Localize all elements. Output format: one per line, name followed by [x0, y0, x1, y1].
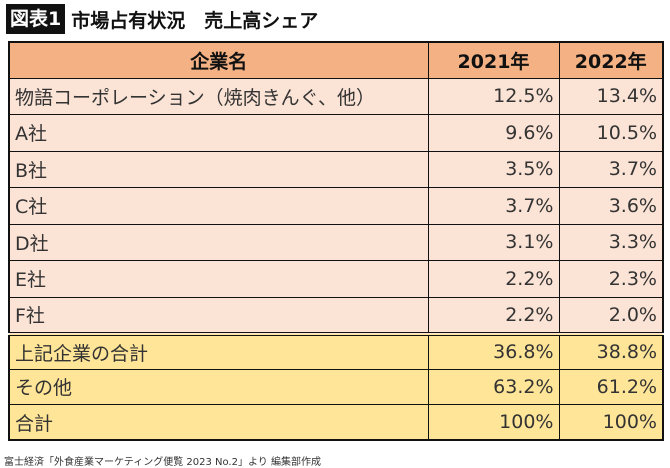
- figure-badge: 図表1: [6, 4, 66, 34]
- share-2021-cell: 2.2%: [427, 296, 560, 334]
- share-2022-cell: 2.0%: [558, 296, 664, 334]
- share-2021-cell: 9.6%: [427, 114, 560, 152]
- figure-title: 図表1 市場占有状況 売上高シェア: [6, 4, 318, 34]
- company-name-cell: その他: [8, 368, 429, 405]
- share-2021-cell: 3.5%: [427, 150, 560, 188]
- share-2021-cell: 3.7%: [427, 187, 560, 225]
- table-row: B社 3.5% 3.7%: [8, 150, 664, 188]
- header-2021: 2021年: [427, 41, 560, 79]
- table-row: 物語コーポレーション（焼肉きんぐ、他） 12.5% 13.4%: [8, 77, 664, 115]
- company-name-cell: E社: [8, 260, 429, 298]
- table-row: F社 2.2% 2.0%: [8, 296, 664, 334]
- market-share-table: 企業名 2021年 2022年 物語コーポレーション（焼肉きんぐ、他） 12.5%…: [8, 41, 664, 441]
- share-2021-cell: 3.1%: [427, 223, 560, 261]
- company-name-cell: D社: [8, 223, 429, 261]
- company-name-cell: F社: [8, 296, 429, 334]
- source-note: 富士経済「外食産業マーケティング便覧 2023 No.2」より 編集部作成: [4, 457, 321, 468]
- share-2021-cell: 12.5%: [427, 77, 560, 115]
- share-2021-cell: 36.8%: [427, 331, 560, 370]
- share-2022-cell: 2.3%: [558, 260, 664, 298]
- company-name-cell: 物語コーポレーション（焼肉きんぐ、他）: [8, 77, 429, 115]
- table-header-row: 企業名 2021年 2022年: [8, 41, 664, 79]
- header-company: 企業名: [8, 41, 429, 79]
- table-row: C社 3.7% 3.6%: [8, 187, 664, 225]
- share-2022-cell: 61.2%: [558, 368, 664, 405]
- share-2022-cell: 3.3%: [558, 223, 664, 261]
- header-2022: 2022年: [558, 41, 664, 79]
- company-name-cell: 合計: [8, 404, 429, 441]
- table-row: D社 3.1% 3.3%: [8, 223, 664, 261]
- share-2022-cell: 3.6%: [558, 187, 664, 225]
- table-row: 合計 100% 100%: [8, 404, 664, 441]
- share-2022-cell: 38.8%: [558, 331, 664, 370]
- share-2022-cell: 13.4%: [558, 77, 664, 115]
- company-name-cell: B社: [8, 150, 429, 188]
- figure-title-text: 市場占有状況 売上高シェア: [71, 9, 319, 32]
- table-row: E社 2.2% 2.3%: [8, 260, 664, 298]
- share-2022-cell: 3.7%: [558, 150, 664, 188]
- share-2021-cell: 2.2%: [427, 260, 560, 298]
- share-2021-cell: 63.2%: [427, 368, 560, 405]
- share-2022-cell: 10.5%: [558, 114, 664, 152]
- share-2022-cell: 100%: [558, 404, 664, 441]
- share-2021-cell: 100%: [427, 404, 560, 441]
- table-row: その他 63.2% 61.2%: [8, 368, 664, 405]
- table-row: 上記企業の合計 36.8% 38.8%: [8, 331, 664, 370]
- company-name-cell: A社: [8, 114, 429, 152]
- company-name-cell: C社: [8, 187, 429, 225]
- company-name-cell: 上記企業の合計: [8, 331, 429, 370]
- table-row: A社 9.6% 10.5%: [8, 114, 664, 152]
